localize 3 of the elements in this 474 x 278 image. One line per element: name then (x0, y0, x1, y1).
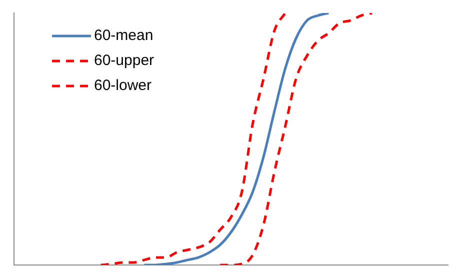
legend-label: 60-lower (94, 77, 152, 94)
legend-label: 60-mean (94, 27, 154, 44)
legend-label: 60-upper (94, 52, 154, 70)
